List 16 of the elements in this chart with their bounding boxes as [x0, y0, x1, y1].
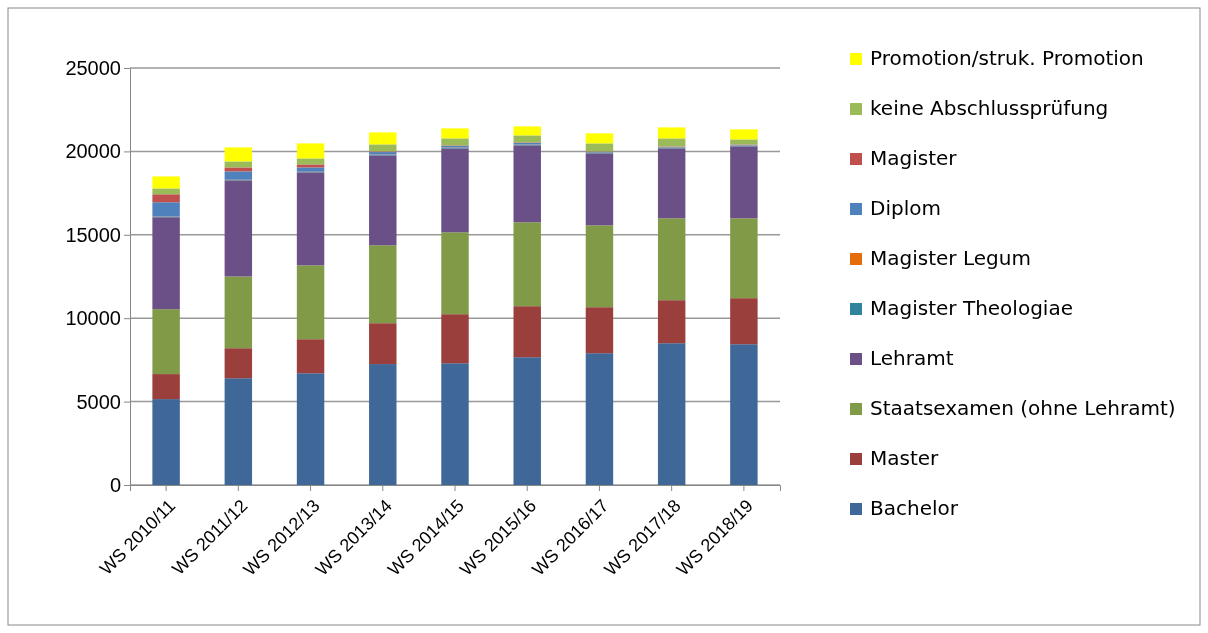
y-tick-label: 10000	[65, 307, 121, 330]
legend-label: Magister Theologiae	[870, 296, 1073, 320]
y-tick-label: 15000	[65, 223, 121, 246]
y-tick-label: 20000	[65, 140, 121, 163]
legend-label: Bachelor	[870, 496, 959, 520]
legend-label: Magister Legum	[870, 246, 1031, 270]
legend-label: Lehramt	[870, 346, 954, 370]
legend-label: keine Abschlussprüfung	[870, 96, 1109, 120]
legend-label: Magister	[870, 146, 958, 170]
legend-label: Staatsexamen (ohne Lehramt)	[870, 396, 1176, 420]
legend-label: Diplom	[870, 196, 941, 220]
y-tick-label: 0	[109, 473, 121, 496]
y-tick-label: 25000	[65, 56, 121, 79]
y-tick-label: 5000	[76, 390, 121, 413]
legend-label: Promotion/struk. Promotion	[870, 46, 1144, 70]
legend-label: Master	[870, 446, 940, 470]
